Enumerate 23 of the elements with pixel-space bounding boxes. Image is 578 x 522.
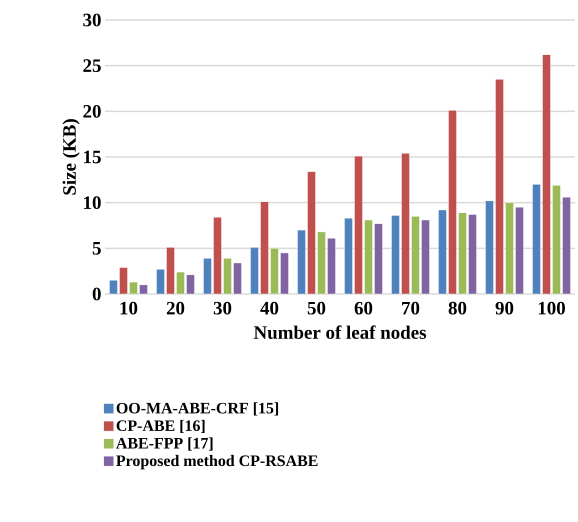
legend-label: ABE-FPP [17] <box>116 437 213 451</box>
y-axis-title: Size (KB) <box>62 119 80 195</box>
y-tick-label: 25 <box>83 59 101 72</box>
x-tick-label: 10 <box>120 302 138 315</box>
y-tick-label: 30 <box>83 14 101 26</box>
x-tick-label: 80 <box>448 302 466 315</box>
x-tick-label: 60 <box>354 302 372 315</box>
legend-label: CP-ABE [16] <box>116 420 205 434</box>
legend-label: OO-MA-ABE-CRF [15] <box>116 402 278 416</box>
x-tick-label: 50 <box>308 302 326 315</box>
y-tick-label: 0 <box>92 288 101 300</box>
legend-label: Proposed method CP-RSABE <box>116 454 318 470</box>
y-tick-label: 5 <box>92 242 101 255</box>
x-tick-label: 20 <box>166 302 184 315</box>
x-tick-label: 70 <box>402 302 420 315</box>
y-tick-label: 10 <box>84 196 101 210</box>
x-axis-title: Number of leaf nodes <box>254 325 426 339</box>
x-tick-label: 40 <box>260 302 278 315</box>
y-tick-label: 20 <box>83 104 101 118</box>
x-tick-label: 90 <box>496 302 514 315</box>
y-tick-label: 15 <box>84 150 101 164</box>
x-tick-label: 100 <box>538 302 565 315</box>
x-tick-label: 30 <box>214 302 232 315</box>
